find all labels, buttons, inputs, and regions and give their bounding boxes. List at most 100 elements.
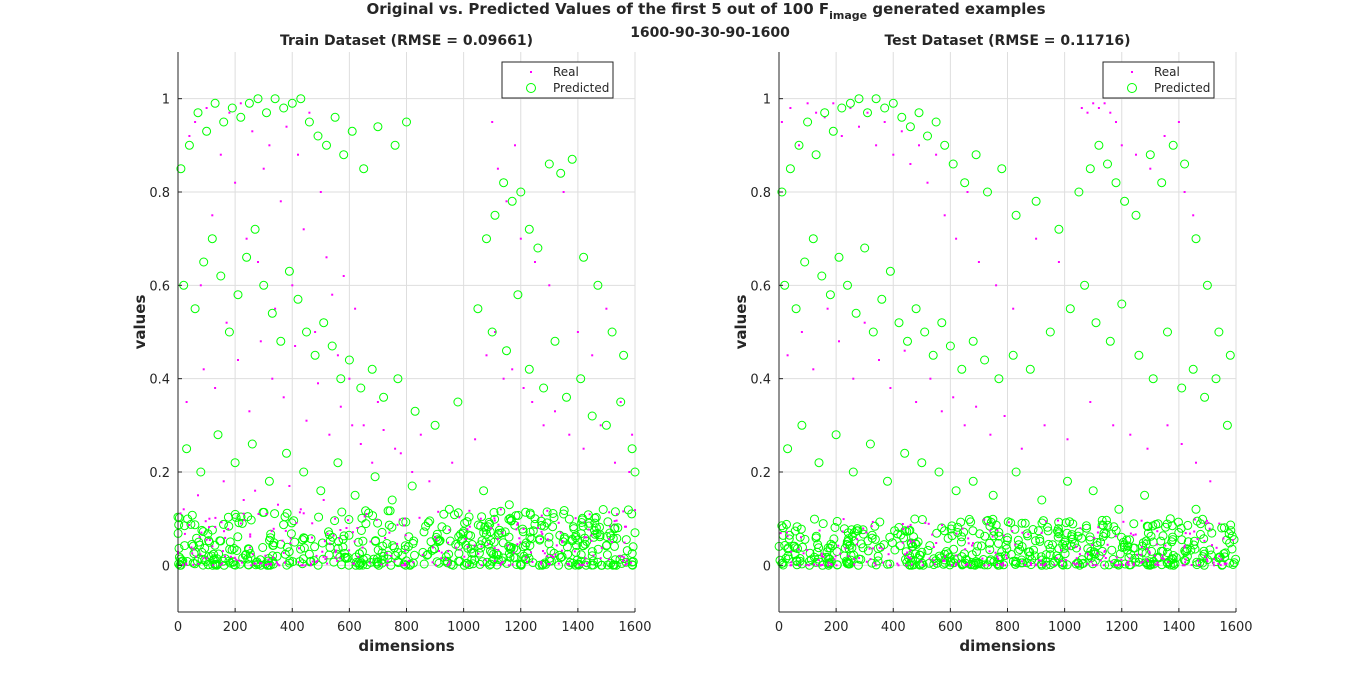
predicted-point (1167, 537, 1177, 547)
predicted-point (983, 187, 992, 197)
real-point (411, 471, 414, 473)
real-point (284, 561, 286, 564)
predicted-point (499, 178, 509, 188)
real-point (404, 562, 406, 565)
real-point (926, 181, 929, 184)
real-point (1213, 558, 1215, 561)
real-point (944, 555, 946, 558)
real-point (1078, 564, 1081, 567)
predicted-point (593, 544, 603, 554)
predicted-point (563, 549, 573, 559)
predicted-point (530, 519, 540, 529)
predicted-point (1091, 318, 1101, 328)
predicted-point (296, 544, 306, 554)
real-point (220, 521, 223, 524)
predicted-point (1222, 420, 1232, 430)
real-point (1225, 562, 1228, 565)
real-point (1043, 424, 1046, 427)
predicted-point (325, 536, 335, 546)
real-point (1220, 558, 1223, 561)
real-point (514, 144, 516, 147)
real-point (264, 554, 267, 557)
predicted-point (504, 500, 514, 510)
real-point (1148, 552, 1151, 555)
predicted-point (219, 519, 228, 529)
real-point (889, 387, 892, 389)
real-point (988, 550, 991, 553)
predicted-point (951, 486, 961, 496)
real-point (339, 529, 342, 531)
real-point (199, 553, 202, 556)
real-point (519, 541, 522, 544)
real-point (338, 537, 341, 540)
real-point (1189, 532, 1191, 535)
predicted-point (875, 517, 885, 527)
predicted-point (587, 560, 597, 570)
predicted-point (809, 552, 819, 562)
predicted-point (839, 524, 849, 534)
predicted-point (818, 560, 827, 570)
predicted-point (911, 549, 920, 559)
real-point (309, 562, 312, 565)
real-point (380, 563, 383, 566)
real-point (323, 540, 326, 543)
real-point (989, 529, 991, 532)
predicted-point (1077, 533, 1087, 543)
predicted-point (894, 318, 904, 328)
predicted-point (518, 524, 528, 534)
real-point (614, 461, 616, 464)
predicted-point (336, 374, 346, 384)
predicted-point (616, 397, 626, 407)
real-point (351, 424, 354, 427)
predicted-point (949, 544, 959, 554)
real-point (440, 557, 443, 560)
real-point (542, 550, 544, 552)
predicted-point (1226, 520, 1236, 530)
real-point (1167, 560, 1170, 563)
predicted-point (1115, 549, 1125, 559)
predicted-point (445, 536, 455, 546)
real-point (468, 509, 471, 512)
predicted-point (883, 559, 892, 569)
predicted-point (876, 542, 885, 552)
y-tick-label: 0.4 (149, 373, 170, 388)
real-point (185, 563, 188, 566)
predicted-point (571, 531, 581, 541)
real-point (1231, 539, 1234, 542)
real-point (1140, 519, 1143, 522)
real-point (966, 562, 969, 565)
predicted-point (410, 550, 419, 560)
real-point (1114, 564, 1117, 567)
predicted-point (1224, 529, 1234, 539)
real-point (816, 564, 819, 567)
real-point (365, 513, 368, 515)
predicted-point (1200, 392, 1210, 402)
predicted-point (1198, 514, 1208, 524)
predicted-point (617, 558, 627, 568)
predicted-point (504, 514, 514, 524)
predicted-point (783, 551, 793, 561)
predicted-point (534, 560, 544, 570)
predicted-point (1202, 280, 1212, 290)
real-point (530, 551, 532, 554)
predicted-point (1214, 327, 1224, 337)
real-point (548, 284, 551, 287)
predicted-point (410, 406, 420, 416)
predicted-point (358, 536, 368, 546)
real-point (275, 561, 278, 564)
predicted-point (267, 308, 277, 318)
predicted-point (245, 549, 255, 558)
real-point (512, 551, 515, 554)
predicted-point (945, 341, 955, 351)
predicted-point (873, 556, 883, 566)
predicted-point (544, 532, 554, 542)
y-tick-label: 1 (162, 93, 170, 108)
predicted-point (1011, 210, 1021, 220)
predicted-point (994, 374, 1004, 384)
real-point (493, 517, 496, 520)
real-point (557, 521, 560, 524)
predicted-point (256, 560, 266, 570)
real-point (540, 530, 543, 533)
real-point (932, 559, 935, 562)
predicted-point (593, 280, 603, 290)
